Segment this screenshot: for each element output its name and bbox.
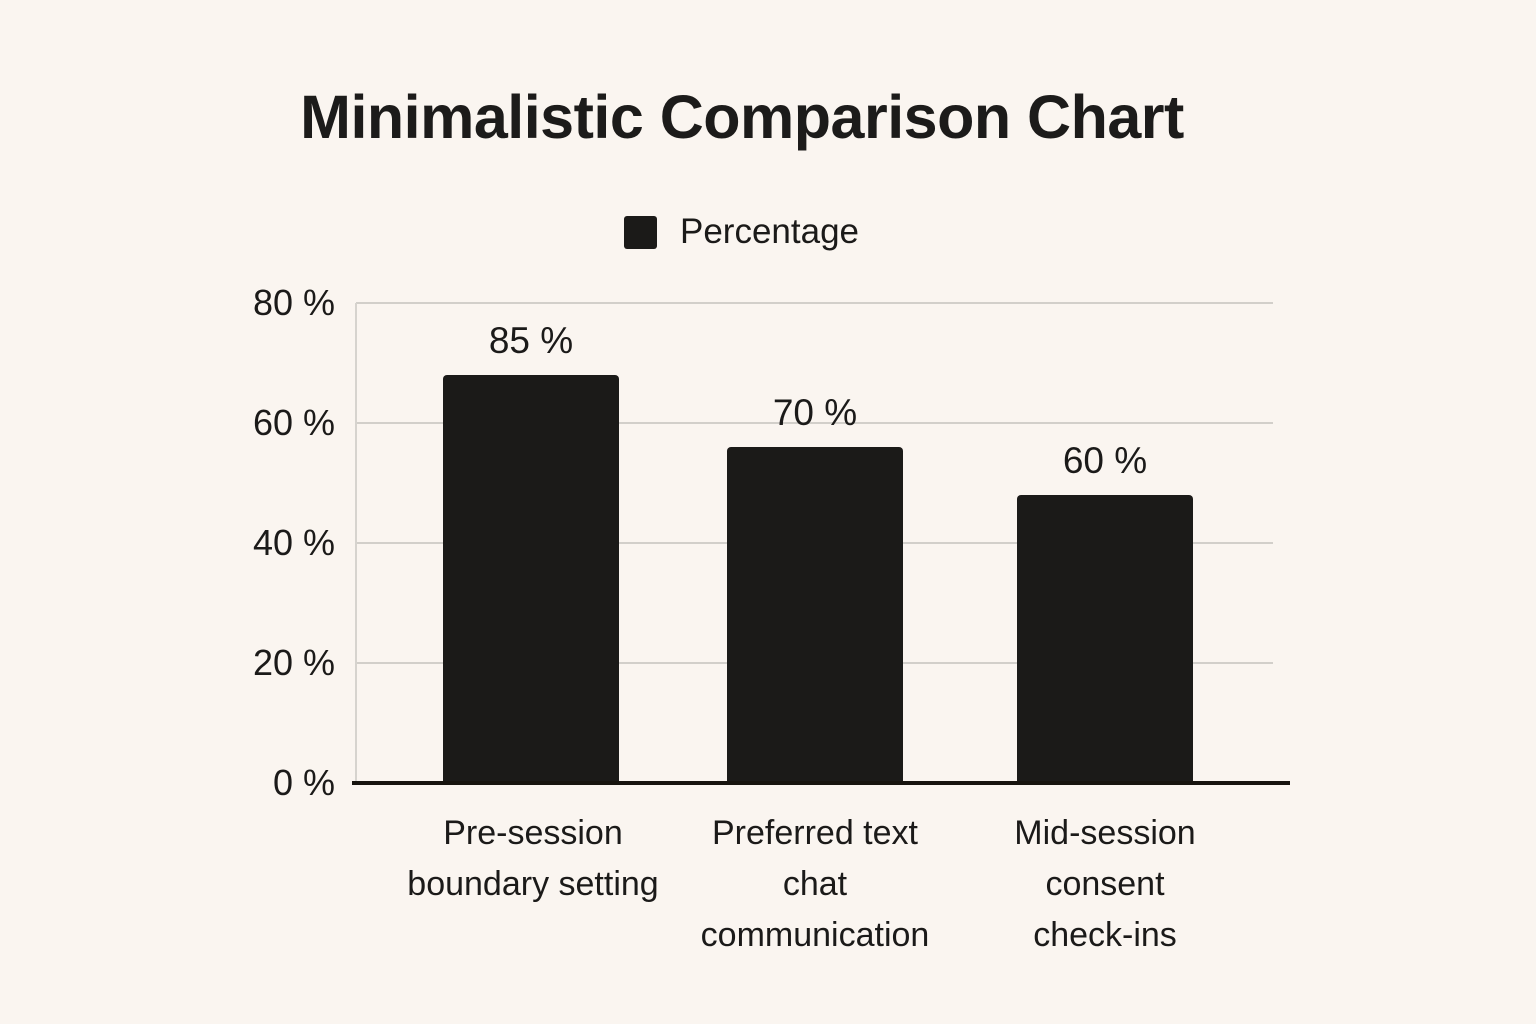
bar-value-label: 85 %	[488, 320, 574, 361]
y-axis-tick-label: 40 %	[252, 522, 335, 563]
category-label-line: boundary setting	[407, 865, 659, 903]
category-label-line: Pre-session	[443, 814, 623, 852]
legend: Percentage	[624, 212, 859, 252]
legend-label: Percentage	[680, 212, 860, 251]
y-axis-line	[355, 303, 357, 783]
bar-column-preferred-text: 70 %	[727, 303, 903, 783]
category-label-line: Mid-session	[1014, 814, 1196, 852]
y-axis-tick-label: 80 %	[252, 282, 335, 323]
bar-column-mid-session: 60 %	[1017, 303, 1193, 783]
y-axis-tick-label: 20 %	[252, 642, 335, 683]
category-label-line: consent	[1045, 865, 1165, 903]
x-axis-line	[352, 781, 1290, 785]
category-label-line: check-ins	[1033, 916, 1177, 954]
category-label-line: chat	[782, 865, 848, 903]
chart-title: Minimalistic Comparison Chart	[300, 83, 1184, 151]
bar-rect	[727, 447, 903, 783]
category-label: Preferred text chat communication	[701, 808, 930, 961]
gridline-60	[356, 422, 1273, 424]
bar-value-label: 70 %	[772, 392, 858, 433]
bar-column-pre-session: 85 %	[443, 303, 619, 783]
y-axis-tick-label: 60 %	[252, 402, 335, 443]
category-label: Pre-session boundary setting	[407, 808, 658, 910]
category-label: Mid-session consent check-ins	[1014, 808, 1195, 961]
category-label-line: communication	[700, 916, 930, 954]
bar-rect	[443, 375, 619, 783]
bar-rect	[1017, 495, 1193, 783]
category-label-line: Preferred text	[712, 814, 918, 852]
plot-area: 80 % 60 % 40 % 20 % 0 % 85 % 70 % 60 % P…	[253, 282, 1290, 954]
gridline-80	[356, 302, 1273, 304]
y-axis-tick-label: 0 %	[272, 762, 335, 803]
legend-swatch-icon	[624, 215, 657, 249]
bar-value-label: 60 %	[1062, 440, 1148, 481]
